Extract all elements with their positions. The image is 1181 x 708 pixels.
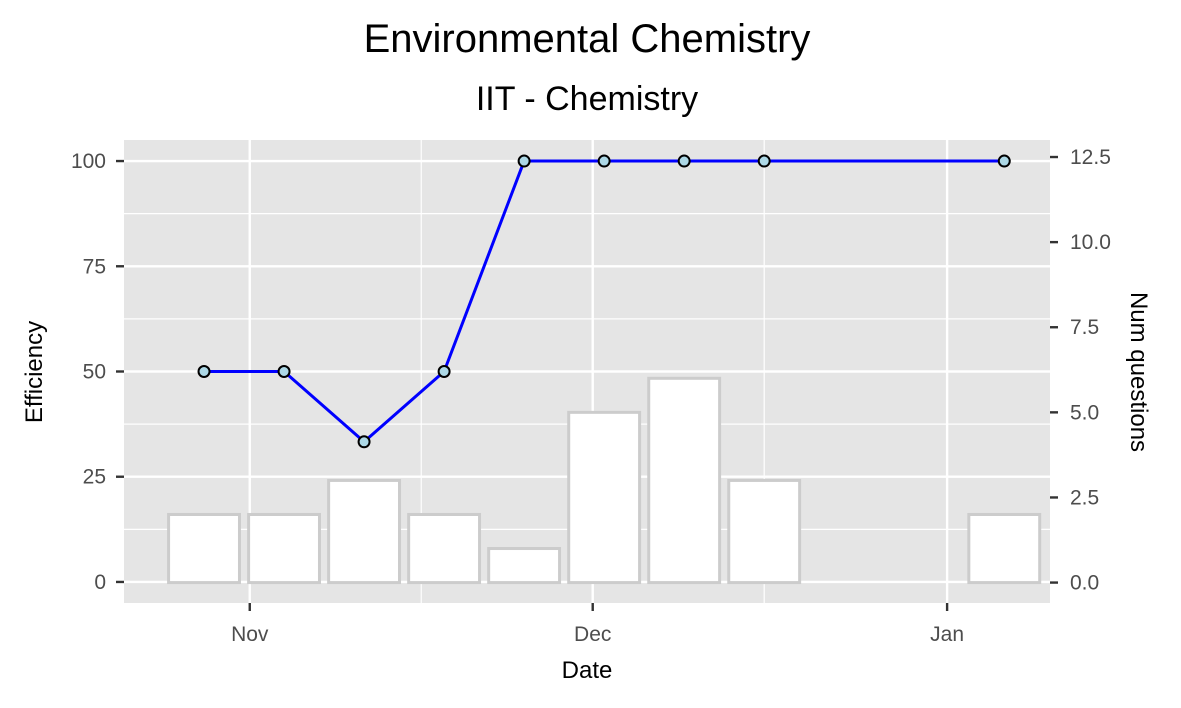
bar [247, 512, 321, 585]
chart-subtitle: IIT - Chemistry [476, 80, 698, 118]
line-series [197, 154, 1011, 449]
y-left-tick-label: 75 [83, 255, 106, 278]
y-right-tick-label: 5.0 [1070, 401, 1099, 424]
efficiency-point [277, 365, 291, 378]
y-axis-left-title: Efficiency [21, 321, 48, 423]
bar [647, 376, 722, 585]
bar [167, 512, 241, 585]
y-right-tick-label: 12.5 [1070, 146, 1111, 169]
efficiency-point [677, 154, 691, 168]
efficiency-point [757, 154, 771, 168]
x-axis: Nov Dec Jan [231, 603, 964, 646]
bar [967, 512, 1042, 585]
x-axis-title: Date [562, 657, 613, 684]
x-tick-label: Dec [574, 623, 611, 646]
y-axis-right-title: Num questions [1125, 292, 1152, 452]
bar [327, 478, 402, 585]
y-right-tick-label: 10.0 [1070, 231, 1111, 254]
bar [567, 410, 642, 585]
x-tick-label: Nov [231, 623, 269, 646]
efficiency-point [437, 365, 451, 378]
y-right-tick-label: 7.5 [1070, 316, 1099, 339]
efficiency-point [597, 154, 611, 168]
y-right-tick-label: 0.0 [1070, 572, 1099, 595]
y-axis-left: 0 25 50 75 100 [71, 150, 124, 594]
x-tick-label: Jan [930, 623, 964, 646]
bar [727, 478, 802, 585]
efficiency-point [197, 365, 211, 378]
efficiency-point [997, 154, 1011, 168]
efficiency-point [517, 154, 531, 168]
bar [487, 547, 562, 585]
y-left-tick-label: 0 [94, 571, 106, 594]
bar-series [167, 376, 1042, 585]
y-right-tick-label: 2.5 [1070, 486, 1099, 509]
y-left-tick-label: 50 [83, 361, 106, 384]
y-left-tick-label: 25 [83, 466, 106, 489]
chart-title: Environmental Chemistry [364, 17, 811, 61]
y-left-tick-label: 100 [71, 150, 106, 173]
y-axis-right: 0.0 2.5 5.0 7.5 10.0 12.5 [1050, 146, 1111, 595]
efficiency-point [357, 435, 371, 449]
bar [407, 512, 482, 585]
